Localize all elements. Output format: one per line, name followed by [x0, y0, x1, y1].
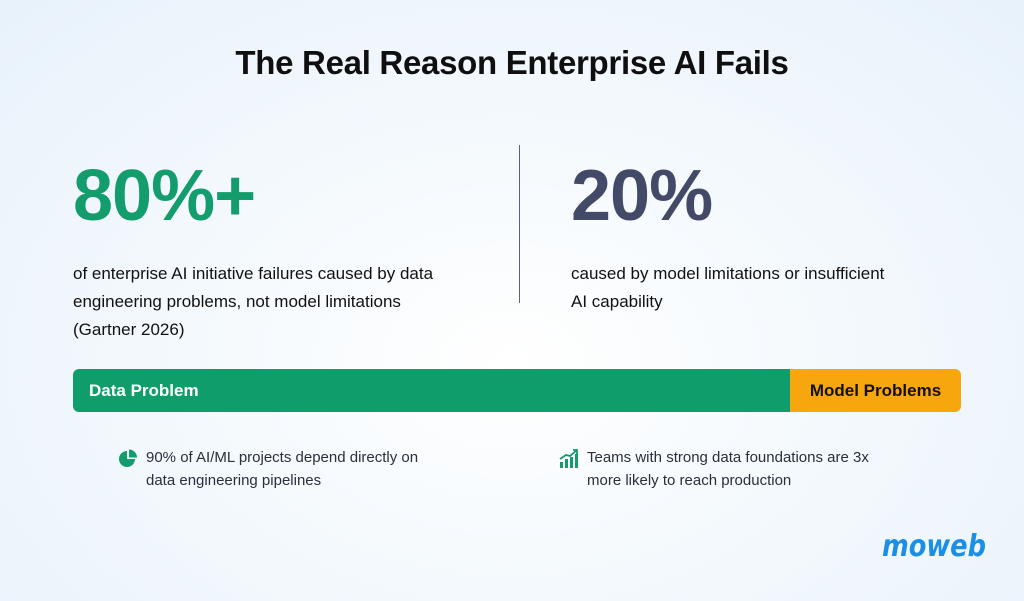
model-problem-value: 20% [571, 156, 713, 236]
model-problem-stat: 20% caused by model limitations or insuf… [571, 160, 971, 316]
moweb-logo: moweb [882, 529, 986, 564]
problem-split-bar: Data Problem Model Problems [73, 369, 961, 412]
note-line: more likely to reach production [587, 472, 792, 489]
data-problem-label: Data Problem [89, 380, 199, 400]
page-title: The Real Reason Enterprise AI Fails [235, 44, 789, 81]
description-line: AI capability [571, 292, 663, 311]
note-text: 90% of AI/ML projects depend directly on… [146, 446, 418, 492]
pipeline-dependency-note: 90% of AI/ML projects depend directly on… [118, 446, 418, 492]
data-problem-value: 80%+ [73, 156, 256, 236]
description-line: of enterprise AI initiative failures cau… [73, 264, 434, 283]
bar-growth-icon [559, 449, 579, 469]
data-problem-stat: 80%+ of enterprise AI initiative failure… [73, 160, 503, 344]
note-text: Teams with strong data foundations are 3… [587, 446, 869, 492]
note-line: data engineering pipelines [146, 472, 322, 489]
data-problem-description: of enterprise AI initiative failures cau… [73, 260, 503, 344]
description-line: caused by model limitations or insuffici… [571, 264, 885, 283]
note-line: 90% of AI/ML projects depend directly on [146, 449, 419, 466]
description-line: engineering problems, not model limitati… [73, 292, 401, 311]
model-problem-description: caused by model limitations or insuffici… [571, 260, 971, 316]
note-line: Teams with strong data foundations are 3… [587, 449, 869, 466]
production-likelihood-note: Teams with strong data foundations are 3… [559, 446, 869, 492]
model-problems-segment: Model Problems [790, 369, 961, 412]
vertical-divider [519, 145, 520, 303]
model-problems-label: Model Problems [809, 380, 942, 400]
data-problem-segment: Data Problem [73, 369, 790, 412]
pie-chart-icon [118, 449, 138, 469]
description-line: (Gartner 2026) [73, 320, 185, 339]
logo-wordmark: moweb [882, 529, 986, 564]
